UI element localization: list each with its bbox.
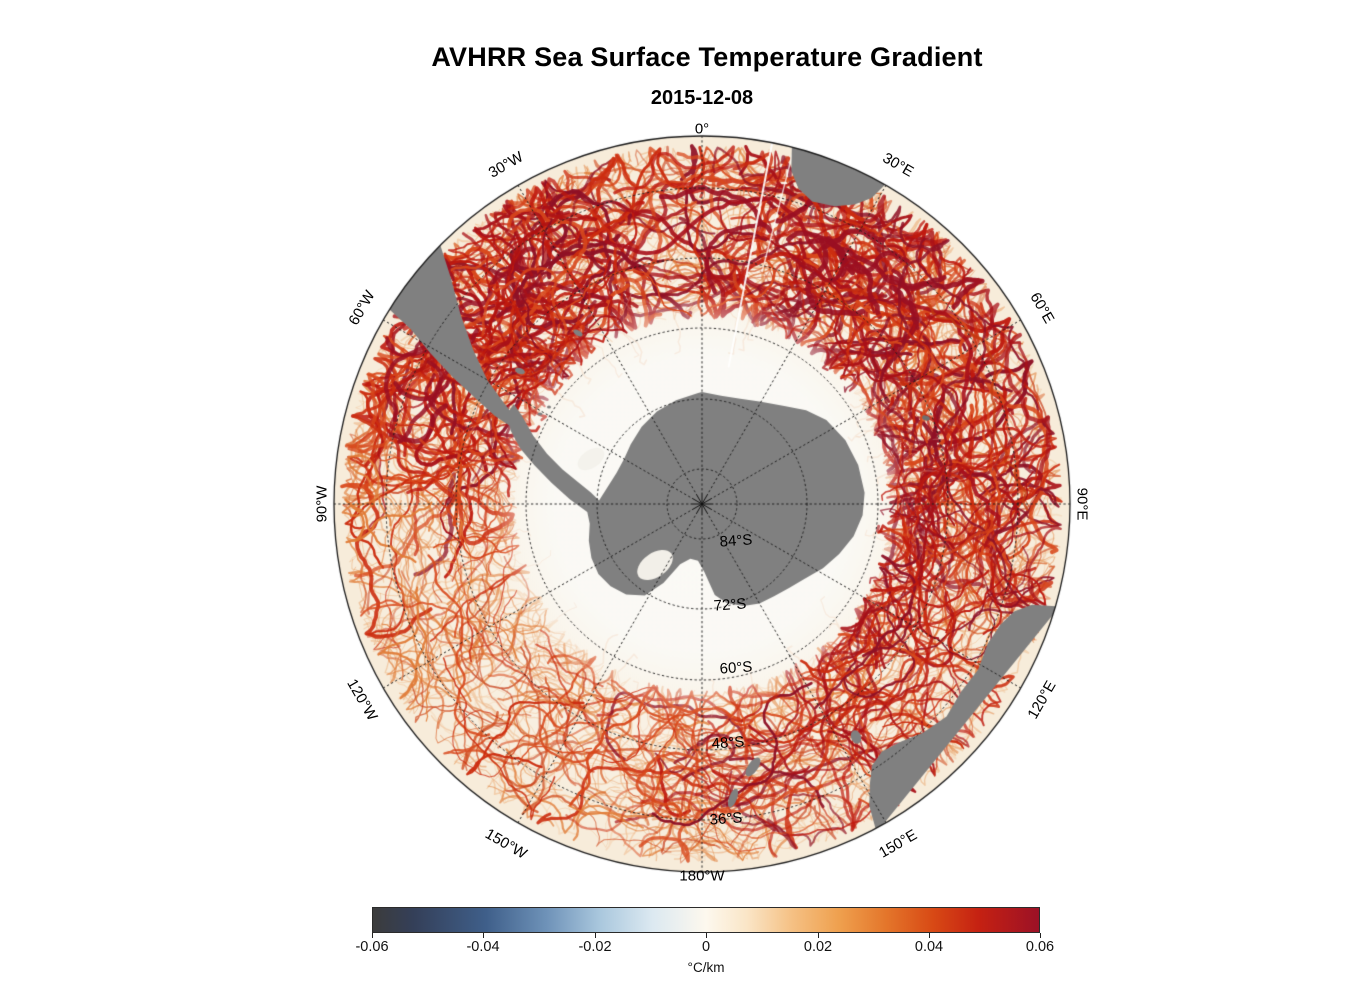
- colorbar-tickmark: [818, 933, 819, 938]
- lon-label-90e: 90°E: [1073, 487, 1091, 521]
- colorbar-gradient: [372, 907, 1040, 933]
- colorbar-tickmark: [1040, 933, 1041, 938]
- colorbar-tickmark: [595, 933, 596, 938]
- colorbar-tick-neg002: -0.02: [578, 939, 612, 955]
- colorbar-tick-neg006: -0.06: [355, 939, 389, 955]
- lon-label-90w: 90°W: [313, 485, 331, 523]
- lon-label-180w: 180°W: [679, 867, 725, 885]
- lat-label-48s: 48°S: [711, 733, 745, 753]
- colorbar-tickmark: [372, 933, 373, 938]
- colorbar-tick-neg004: -0.04: [466, 939, 500, 955]
- colorbar-tick-004: 0.04: [914, 939, 944, 955]
- lat-label-36s: 36°S: [709, 809, 743, 829]
- colorbar-unit-label: °C/km: [687, 960, 725, 975]
- colorbar-tick-0: 0: [701, 939, 711, 955]
- lat-label-72s: 72°S: [713, 595, 747, 615]
- colorbar-tick-002: 0.02: [803, 939, 833, 955]
- colorbar-tickmark: [706, 933, 707, 938]
- colorbar-tickmark: [483, 933, 484, 938]
- lat-label-84s: 84°S: [719, 531, 753, 551]
- colorbar-tick-006: 0.06: [1025, 939, 1055, 955]
- colorbar-tickmark: [929, 933, 930, 938]
- lon-label-0: 0°: [694, 120, 710, 138]
- lat-label-60s: 60°S: [719, 658, 753, 678]
